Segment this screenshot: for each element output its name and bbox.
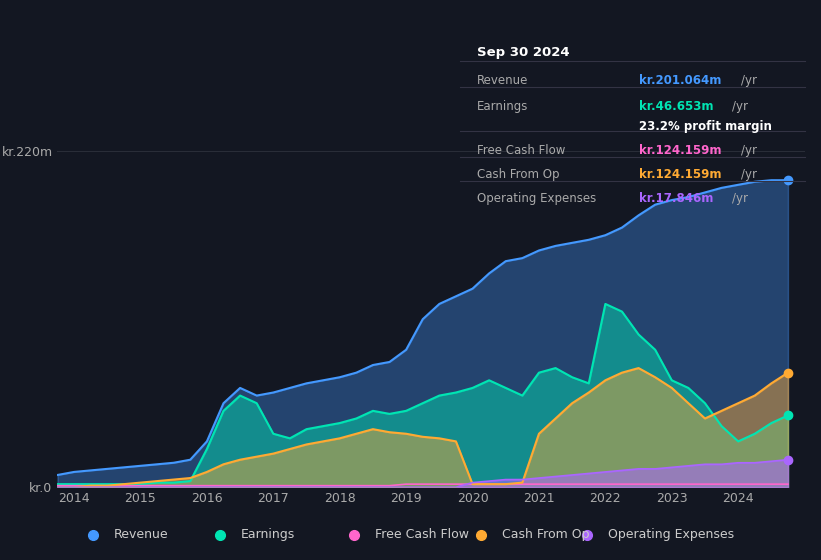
Text: Operating Expenses: Operating Expenses [608, 528, 734, 542]
Text: Cash From Op: Cash From Op [477, 169, 559, 181]
Text: kr.17.846m: kr.17.846m [639, 193, 713, 206]
Text: kr.124.159m: kr.124.159m [639, 169, 722, 181]
Text: Earnings: Earnings [477, 100, 529, 113]
Text: Free Cash Flow: Free Cash Flow [477, 144, 566, 157]
Text: Cash From Op: Cash From Op [502, 528, 589, 542]
Text: kr.46.653m: kr.46.653m [639, 100, 713, 113]
Text: Operating Expenses: Operating Expenses [477, 193, 596, 206]
Text: /yr: /yr [741, 74, 757, 87]
Text: Sep 30 2024: Sep 30 2024 [477, 46, 570, 59]
Text: /yr: /yr [732, 100, 748, 113]
Text: Earnings: Earnings [241, 528, 296, 542]
Text: /yr: /yr [732, 193, 748, 206]
Text: Revenue: Revenue [114, 528, 168, 542]
Text: 23.2% profit margin: 23.2% profit margin [639, 120, 772, 133]
Text: kr.124.159m: kr.124.159m [639, 144, 722, 157]
Text: Revenue: Revenue [477, 74, 529, 87]
Text: /yr: /yr [741, 169, 757, 181]
Text: Free Cash Flow: Free Cash Flow [375, 528, 469, 542]
Text: kr.201.064m: kr.201.064m [639, 74, 722, 87]
Text: /yr: /yr [741, 144, 757, 157]
